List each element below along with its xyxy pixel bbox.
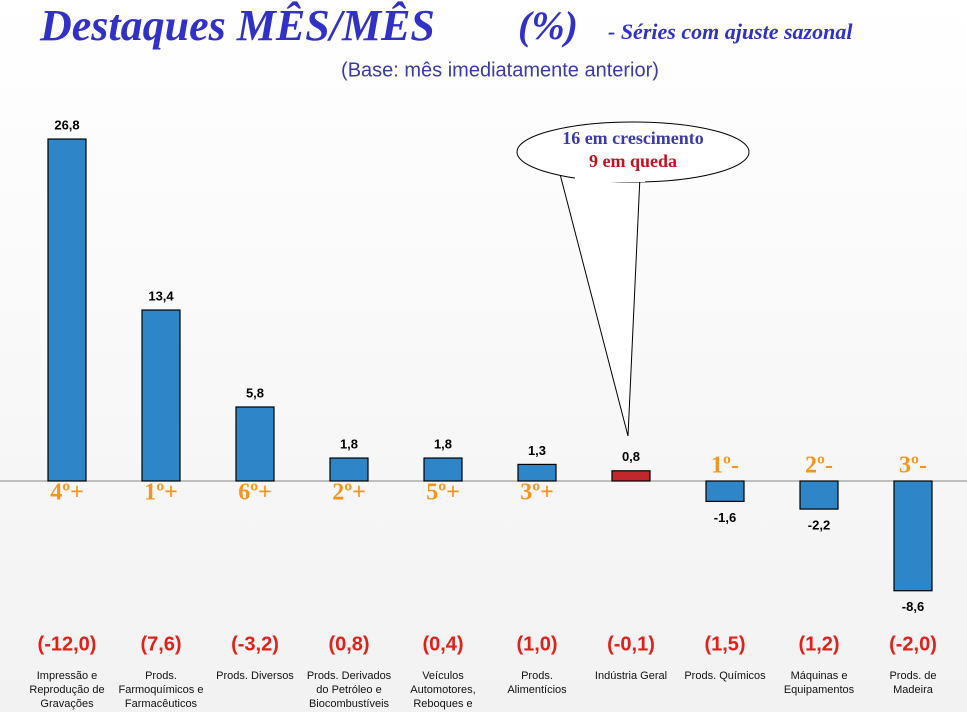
- previous-value: (1,0): [516, 633, 557, 655]
- callout-line: 16 em crescimento: [562, 128, 704, 148]
- bar: [705, 480, 745, 503]
- bar: [47, 138, 87, 482]
- category-label: Veículos Automotores, Reboques e: [410, 670, 476, 710]
- value-label: 1,8: [340, 436, 358, 451]
- category-label: Prods. Derivados do Petróleo e Biocombus…: [306, 670, 392, 710]
- category-label: Prods. Diversos: [216, 670, 294, 682]
- bar: [235, 406, 275, 482]
- rank-label: 3º+: [520, 480, 554, 506]
- category-label: Impressão e Reprodução de Gravações: [29, 670, 105, 710]
- rank-label: 2º-: [805, 453, 833, 479]
- previous-value: (7,6): [140, 633, 181, 655]
- value-label: 26,8: [54, 117, 79, 132]
- value-label: 13,4: [148, 288, 174, 303]
- rank-label: 4º+: [50, 480, 84, 506]
- previous-value: (1,2): [798, 633, 839, 655]
- category-label: Prods. Químicos: [684, 670, 766, 682]
- value-label: -8,6: [902, 599, 924, 614]
- title-note: - Séries com ajuste sazonal: [608, 19, 853, 44]
- previous-value: (-3,2): [231, 633, 279, 655]
- rank-label: 5º+: [426, 480, 460, 506]
- category-label: Indústria Geral: [594, 670, 668, 682]
- category-label: Máquinas e Equipamentos: [783, 670, 855, 696]
- value-label: 5,8: [246, 385, 264, 400]
- bar: [517, 463, 557, 482]
- previous-value: (-2,0): [889, 633, 937, 655]
- previous-value: (1,5): [704, 633, 745, 655]
- subtitle: (Base: mês imediatamente anterior): [341, 59, 659, 81]
- value-label: -1,6: [714, 510, 736, 525]
- bar: [329, 457, 369, 482]
- previous-value: (0,8): [328, 633, 369, 655]
- value-label: 1,3: [528, 443, 546, 458]
- bar: [799, 480, 839, 510]
- rank-label: 3º-: [899, 453, 927, 479]
- title-unit: (%): [518, 3, 578, 48]
- category-label: Prods. Alimentícios: [507, 670, 567, 696]
- value-label: -2,2: [808, 518, 830, 533]
- category-label: Prods. Farmoquímicos e Farmacêuticos: [118, 670, 204, 710]
- value-label: 0,8: [622, 449, 640, 464]
- previous-value: (0,4): [422, 633, 463, 655]
- callout-joint: [575, 170, 645, 182]
- chart-title: Destaques MÊS/MÊS: [39, 1, 435, 50]
- previous-value: (-12,0): [38, 633, 97, 655]
- rank-label: 1º-: [711, 453, 739, 479]
- rank-label: 2º+: [332, 480, 366, 506]
- category-label: Prods. de Madeira: [889, 670, 937, 696]
- previous-value: (-0,1): [607, 633, 655, 655]
- bar: [893, 480, 933, 592]
- rank-label: 6º+: [238, 480, 272, 506]
- bar: [423, 457, 463, 482]
- value-label: 1,8: [434, 436, 452, 451]
- bar: [611, 470, 651, 482]
- bar: [141, 309, 181, 482]
- callout-line: 9 em queda: [589, 151, 677, 171]
- rank-label: 1º+: [144, 480, 178, 506]
- callout-tail: [559, 173, 641, 437]
